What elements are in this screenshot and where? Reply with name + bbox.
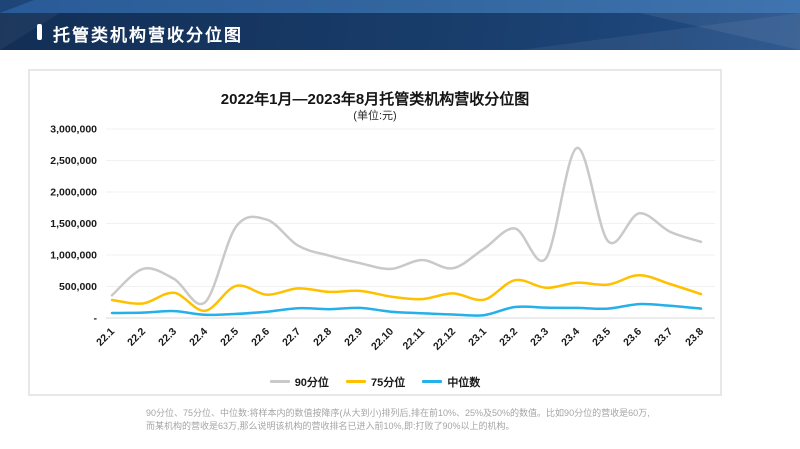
x-axis-label: 22.8 xyxy=(311,326,334,349)
banner-facet-decoration xyxy=(0,13,60,50)
x-axis-label: 23.5 xyxy=(590,326,613,349)
x-axis-label: 22.11 xyxy=(400,326,427,353)
y-axis-label: 1,500,000 xyxy=(50,218,97,230)
x-axis-label: 22.6 xyxy=(249,326,272,349)
y-axis-label: - xyxy=(94,313,98,325)
y-axis-label: 500,000 xyxy=(59,281,97,293)
x-axis-label: 23.7 xyxy=(652,326,675,349)
x-axis-label: 22.12 xyxy=(431,326,458,353)
legend-item-75th: 75分位 xyxy=(346,374,405,390)
x-axis-label: 23.2 xyxy=(497,326,520,349)
x-axis-label: 23.6 xyxy=(621,326,644,349)
chart-subtitle: (单位:元) xyxy=(353,110,397,122)
series-line-75分位 xyxy=(110,273,703,313)
header-banner: 托管类机构营收分位图 xyxy=(0,13,800,50)
x-axis-label: 22.2 xyxy=(125,326,148,349)
x-axis-label: 22.5 xyxy=(218,326,241,349)
legend-item-90th: 90分位 xyxy=(269,374,329,390)
strip-notch-decoration xyxy=(0,0,34,13)
legend-swatch-90th xyxy=(269,380,290,383)
footnote-line-2: 而某机构的营收是63万,那么说明该机构的营收排名已进入前10%,即:打败了90%… xyxy=(146,421,515,431)
title-marker-icon xyxy=(37,24,42,40)
legend-label-median: 中位数 xyxy=(447,377,481,389)
banner-facet-decoration xyxy=(520,13,800,50)
footnote: 90分位、75分位、中位数:将样本内的数值按降序(从大到小)排列后,排在前10%… xyxy=(146,407,686,433)
legend-swatch-median xyxy=(422,380,443,383)
legend-label-90th: 90分位 xyxy=(294,377,329,389)
legend-swatch-75th xyxy=(346,380,366,383)
x-axis-label: 22.4 xyxy=(187,326,210,349)
page-title: 托管类机构营收分位图 xyxy=(53,26,243,45)
chart-legend: 90分位 75分位 中位数 xyxy=(30,374,720,390)
chart-card: 2022年1月—2023年8月托管类机构营收分位图 (单位:元) - 500,00… xyxy=(28,69,722,396)
y-axis-label: 1,000,000 xyxy=(50,250,97,262)
x-axis-label: 23.3 xyxy=(528,326,551,349)
x-axis-label: 22.10 xyxy=(369,326,396,353)
x-axis-label: 23.8 xyxy=(683,326,706,349)
legend-item-median: 中位数 xyxy=(422,374,480,390)
footnote-line-1: 90分位、75分位、中位数:将样本内的数值按降序(从大到小)排列后,排在前10%… xyxy=(146,408,650,418)
y-axis-label: 2,500,000 xyxy=(50,155,97,167)
legend-label-75th: 75分位 xyxy=(371,377,406,389)
series-line-中位数 xyxy=(110,302,703,317)
banner-facet-decoration xyxy=(640,13,800,50)
x-axis-label: 22.3 xyxy=(156,326,179,349)
x-axis-label: 22.9 xyxy=(342,326,365,349)
x-axis-label: 23.1 xyxy=(466,326,489,349)
y-axis-label: 3,000,000 xyxy=(50,124,97,136)
x-axis-label: 22.7 xyxy=(280,326,303,349)
series-line-90分位 xyxy=(110,146,703,306)
top-accent-strip xyxy=(0,0,800,13)
x-axis-label: 23.4 xyxy=(559,326,582,349)
x-axis-label: 22.1 xyxy=(94,326,117,349)
line-chart: - 500,000 1,000,000 1,500,000 2,000,000 2,500… xyxy=(50,124,715,353)
y-axis-label: 2,000,000 xyxy=(50,187,97,199)
chart-title: 2022年1月—2023年8月托管类机构营收分位图 xyxy=(220,91,530,108)
